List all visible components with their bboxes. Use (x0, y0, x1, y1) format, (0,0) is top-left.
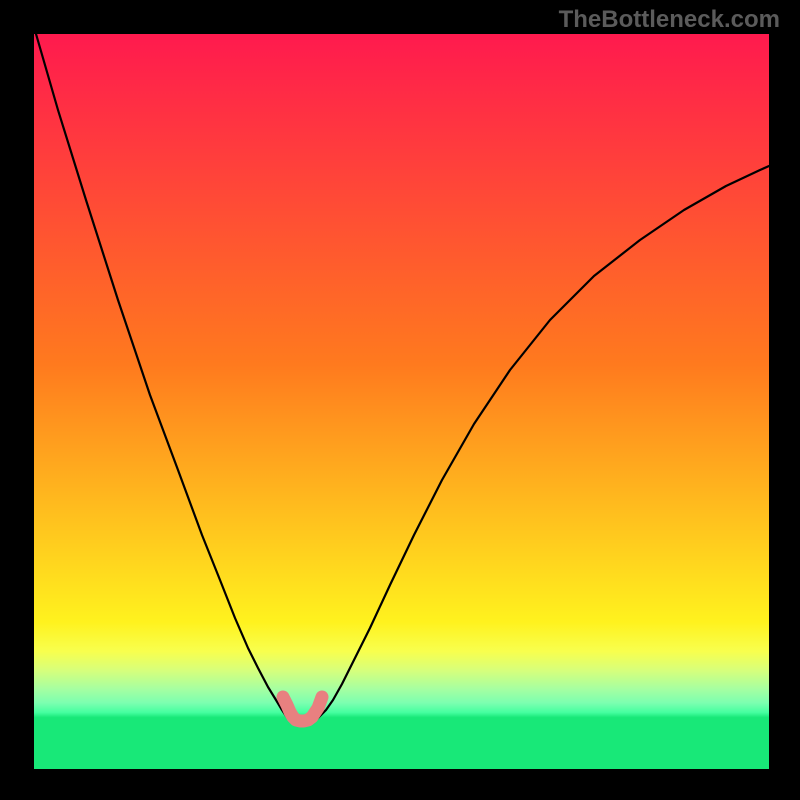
curve-svg (0, 0, 800, 800)
chart-container: TheBottleneck.com (0, 0, 800, 800)
watermark-text: TheBottleneck.com (559, 6, 780, 34)
curve-minimum-marker (283, 697, 322, 721)
bottleneck-curve (34, 27, 769, 723)
